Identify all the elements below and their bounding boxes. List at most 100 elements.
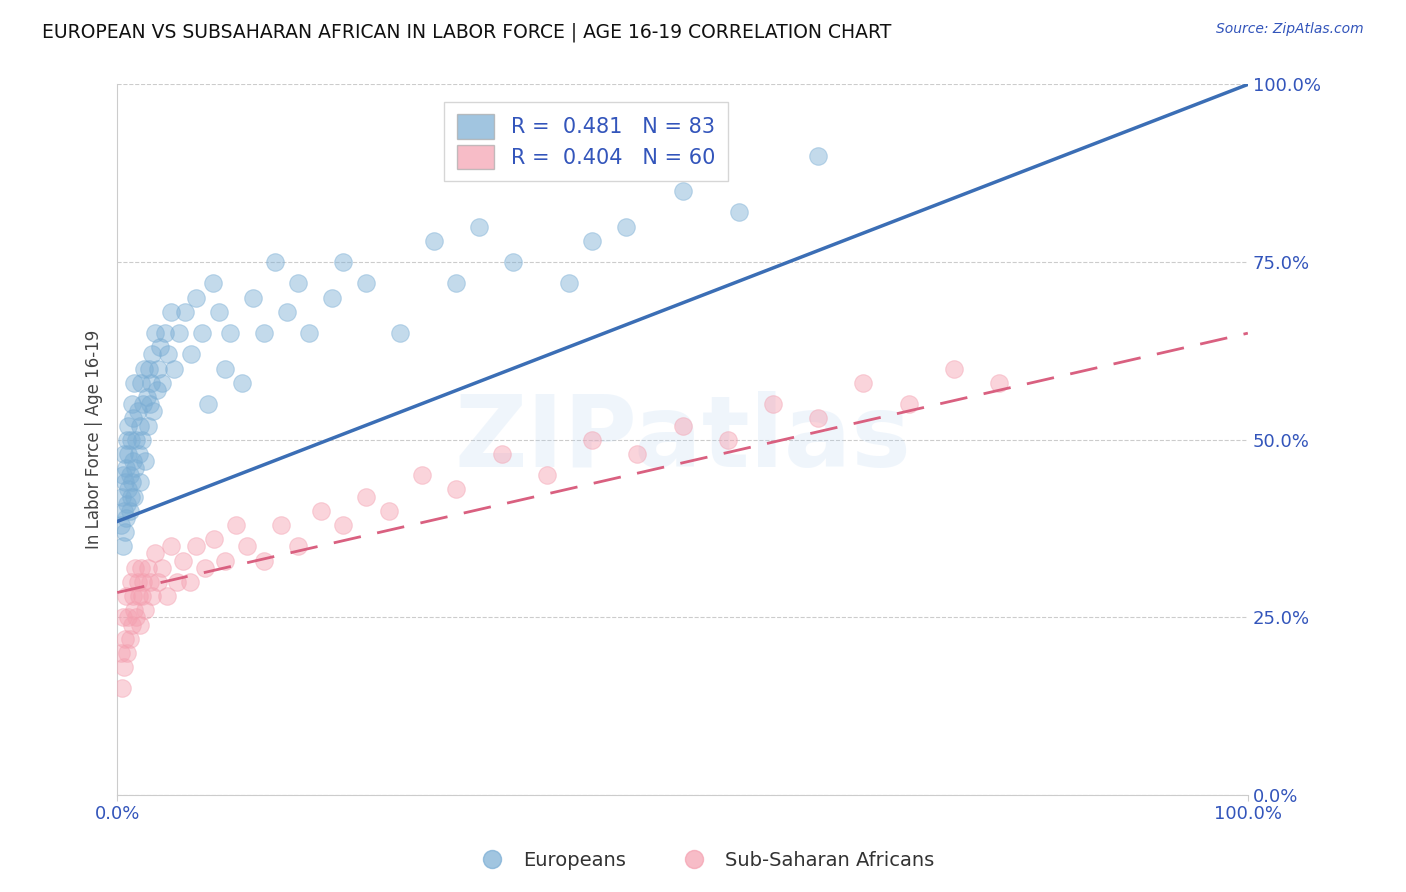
- Point: [202, 277, 225, 291]
- Point: [163, 361, 186, 376]
- Point: [354, 490, 377, 504]
- Point: [111, 539, 134, 553]
- Point: [115, 461, 138, 475]
- Point: [136, 418, 159, 433]
- Point: [988, 376, 1011, 390]
- Point: [115, 589, 138, 603]
- Point: [152, 376, 174, 390]
- Point: [728, 205, 751, 219]
- Point: [134, 361, 156, 376]
- Point: [157, 347, 180, 361]
- Point: [127, 574, 149, 589]
- Point: [128, 617, 150, 632]
- Point: [197, 397, 219, 411]
- Point: [129, 560, 152, 574]
- Point: [423, 234, 446, 248]
- Point: [152, 560, 174, 574]
- Point: [153, 326, 176, 340]
- Point: [122, 411, 145, 425]
- Point: [180, 347, 202, 361]
- Point: [122, 376, 145, 390]
- Point: [122, 490, 145, 504]
- Point: [614, 219, 637, 234]
- Point: [117, 610, 139, 624]
- Point: [321, 291, 343, 305]
- Legend: R =  0.481   N = 83, R =  0.404   N = 60: R = 0.481 N = 83, R = 0.404 N = 60: [444, 102, 728, 181]
- Point: [122, 454, 145, 468]
- Point: [852, 376, 875, 390]
- Point: [131, 589, 153, 603]
- Point: [807, 411, 830, 425]
- Point: [208, 305, 231, 319]
- Point: [139, 376, 162, 390]
- Point: [127, 404, 149, 418]
- Point: [897, 397, 920, 411]
- Point: [111, 468, 134, 483]
- Point: [242, 291, 264, 305]
- Point: [114, 525, 136, 540]
- Point: [141, 589, 163, 603]
- Point: [502, 255, 524, 269]
- Point: [128, 589, 150, 603]
- Point: [110, 518, 132, 533]
- Point: [117, 646, 139, 660]
- Point: [174, 305, 197, 319]
- Point: [194, 560, 217, 574]
- Point: [149, 340, 172, 354]
- Point: [298, 326, 321, 340]
- Point: [111, 610, 134, 624]
- Point: [132, 397, 155, 411]
- Point: [139, 574, 162, 589]
- Point: [135, 390, 157, 404]
- Point: [671, 184, 693, 198]
- Point: [253, 553, 276, 567]
- Point: [111, 490, 134, 504]
- Legend: Europeans, Sub-Saharan Africans: Europeans, Sub-Saharan Africans: [464, 843, 942, 878]
- Point: [214, 553, 236, 567]
- Point: [125, 610, 148, 624]
- Point: [122, 589, 145, 603]
- Point: [134, 603, 156, 617]
- Point: [115, 511, 138, 525]
- Point: [117, 497, 139, 511]
- Point: [117, 418, 139, 433]
- Point: [142, 404, 165, 418]
- Point: [117, 433, 139, 447]
- Point: [111, 681, 134, 696]
- Point: [225, 518, 247, 533]
- Point: [411, 468, 433, 483]
- Point: [332, 518, 354, 533]
- Point: [581, 234, 603, 248]
- Point: [287, 277, 309, 291]
- Point: [219, 326, 242, 340]
- Point: [166, 574, 188, 589]
- Point: [145, 383, 167, 397]
- Point: [191, 326, 214, 340]
- Point: [125, 433, 148, 447]
- Point: [172, 553, 194, 567]
- Point: [138, 361, 160, 376]
- Point: [446, 483, 468, 497]
- Point: [156, 589, 179, 603]
- Point: [276, 305, 298, 319]
- Point: [942, 361, 965, 376]
- Point: [143, 546, 166, 560]
- Point: [146, 361, 169, 376]
- Point: [121, 397, 143, 411]
- Point: [581, 433, 603, 447]
- Point: [134, 454, 156, 468]
- Point: [120, 490, 142, 504]
- Point: [136, 560, 159, 574]
- Point: [112, 504, 135, 518]
- Point: [128, 418, 150, 433]
- Point: [112, 660, 135, 674]
- Point: [762, 397, 785, 411]
- Point: [332, 255, 354, 269]
- Point: [287, 539, 309, 553]
- Point: [671, 418, 693, 433]
- Point: [128, 475, 150, 490]
- Point: [132, 574, 155, 589]
- Point: [717, 433, 740, 447]
- Point: [146, 574, 169, 589]
- Point: [558, 277, 581, 291]
